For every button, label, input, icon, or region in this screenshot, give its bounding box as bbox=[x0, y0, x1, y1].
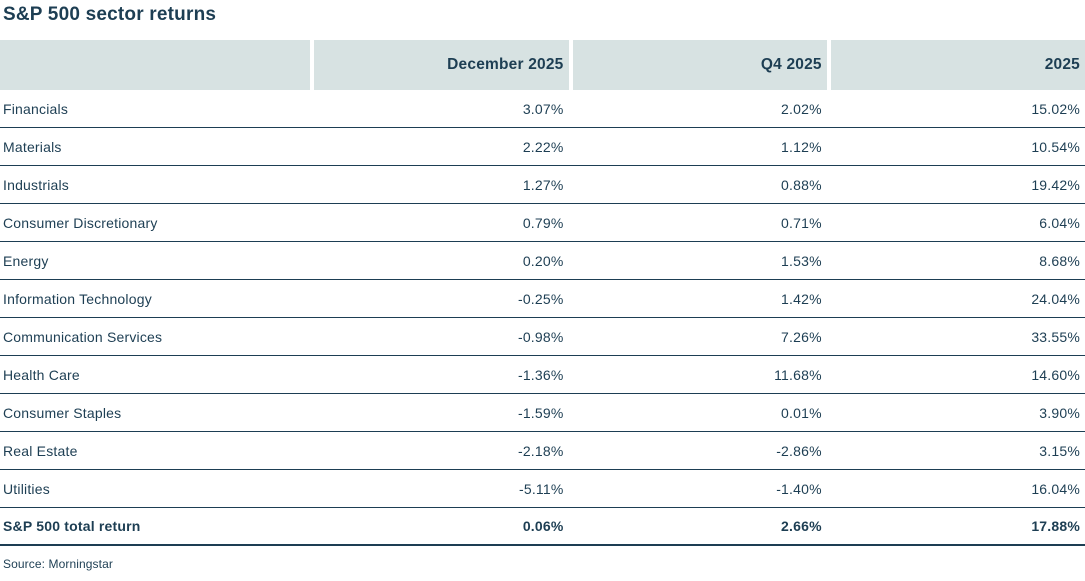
value-cell: -0.98% bbox=[310, 318, 569, 356]
value-cell: 3.07% bbox=[310, 90, 569, 128]
row-label: Utilities bbox=[0, 470, 311, 508]
table-header-row: December 2025 Q4 2025 2025 bbox=[0, 40, 1085, 90]
row-label: Communication Services bbox=[0, 318, 311, 356]
value-cell: 17.88% bbox=[826, 508, 1085, 546]
value-cell: 10.54% bbox=[826, 128, 1085, 166]
page: S&P 500 sector returns December 2025 Q4 … bbox=[0, 3, 1085, 571]
value-cell: 2.02% bbox=[568, 90, 827, 128]
value-cell: 0.71% bbox=[568, 204, 827, 242]
table-row: Consumer Staples -1.59% 0.01% 3.90% bbox=[0, 394, 1085, 432]
value-cell: 1.53% bbox=[568, 242, 827, 280]
row-label: Consumer Staples bbox=[0, 394, 311, 432]
value-cell: -1.40% bbox=[568, 470, 827, 508]
value-cell: 19.42% bbox=[826, 166, 1085, 204]
value-cell: -1.59% bbox=[310, 394, 569, 432]
value-cell: 0.06% bbox=[310, 508, 569, 546]
value-cell: 15.02% bbox=[826, 90, 1085, 128]
value-cell: 3.15% bbox=[826, 432, 1085, 470]
row-label: Financials bbox=[0, 90, 311, 128]
table-row: Consumer Discretionary 0.79% 0.71% 6.04% bbox=[0, 204, 1085, 242]
column-header-sector bbox=[0, 40, 311, 90]
value-cell: -1.36% bbox=[310, 356, 569, 394]
row-label: Energy bbox=[0, 242, 311, 280]
row-label: Materials bbox=[0, 128, 311, 166]
value-cell: 11.68% bbox=[568, 356, 827, 394]
table-row: Real Estate -2.18% -2.86% 3.15% bbox=[0, 432, 1085, 470]
table-row: Health Care -1.36% 11.68% 14.60% bbox=[0, 356, 1085, 394]
value-cell: 8.68% bbox=[826, 242, 1085, 280]
row-label: Consumer Discretionary bbox=[0, 204, 311, 242]
value-cell: 0.88% bbox=[568, 166, 827, 204]
value-cell: -2.86% bbox=[568, 432, 827, 470]
value-cell: 1.42% bbox=[568, 280, 827, 318]
value-cell: 1.12% bbox=[568, 128, 827, 166]
page-title: S&P 500 sector returns bbox=[3, 4, 217, 25]
row-label: S&P 500 total return bbox=[0, 508, 311, 546]
value-cell: 0.20% bbox=[310, 242, 569, 280]
table-body: Financials 3.07% 2.02% 15.02% Materials 2.22%… bbox=[0, 90, 1085, 546]
value-cell: 2.66% bbox=[568, 508, 827, 546]
row-label: Real Estate bbox=[0, 432, 311, 470]
table-row: Materials 2.22% 1.12% 10.54% bbox=[0, 128, 1085, 166]
value-cell: -5.11% bbox=[310, 470, 569, 508]
value-cell: 2.22% bbox=[310, 128, 569, 166]
value-cell: 14.60% bbox=[826, 356, 1085, 394]
source-note: Source: Morningstar bbox=[3, 557, 113, 571]
value-cell: 6.04% bbox=[826, 204, 1085, 242]
row-label: Information Technology bbox=[0, 280, 311, 318]
value-cell: 0.79% bbox=[310, 204, 569, 242]
table-row: Energy 0.20% 1.53% 8.68% bbox=[0, 242, 1085, 280]
value-cell: 0.01% bbox=[568, 394, 827, 432]
value-cell: 24.04% bbox=[826, 280, 1085, 318]
table-row: Information Technology -0.25% 1.42% 24.04% bbox=[0, 280, 1085, 318]
row-label: Industrials bbox=[0, 166, 311, 204]
table-row: Financials 3.07% 2.02% 15.02% bbox=[0, 90, 1085, 128]
table-row: Utilities -5.11% -1.40% 16.04% bbox=[0, 470, 1085, 508]
table-row: Industrials 1.27% 0.88% 19.42% bbox=[0, 166, 1085, 204]
column-header-q4-2025: Q4 2025 bbox=[568, 40, 827, 90]
column-header-2025: 2025 bbox=[826, 40, 1085, 90]
value-cell: 16.04% bbox=[826, 470, 1085, 508]
value-cell: -2.18% bbox=[310, 432, 569, 470]
column-header-december-2025: December 2025 bbox=[310, 40, 569, 90]
table-row: Communication Services -0.98% 7.26% 33.55% bbox=[0, 318, 1085, 356]
sector-returns-table: December 2025 Q4 2025 2025 Financials 3.0… bbox=[0, 40, 1085, 546]
row-label: Health Care bbox=[0, 356, 311, 394]
value-cell: 33.55% bbox=[826, 318, 1085, 356]
value-cell: -0.25% bbox=[310, 280, 569, 318]
value-cell: 1.27% bbox=[310, 166, 569, 204]
value-cell: 3.90% bbox=[826, 394, 1085, 432]
value-cell: 7.26% bbox=[568, 318, 827, 356]
total-row: S&P 500 total return 0.06% 2.66% 17.88% bbox=[0, 508, 1085, 546]
